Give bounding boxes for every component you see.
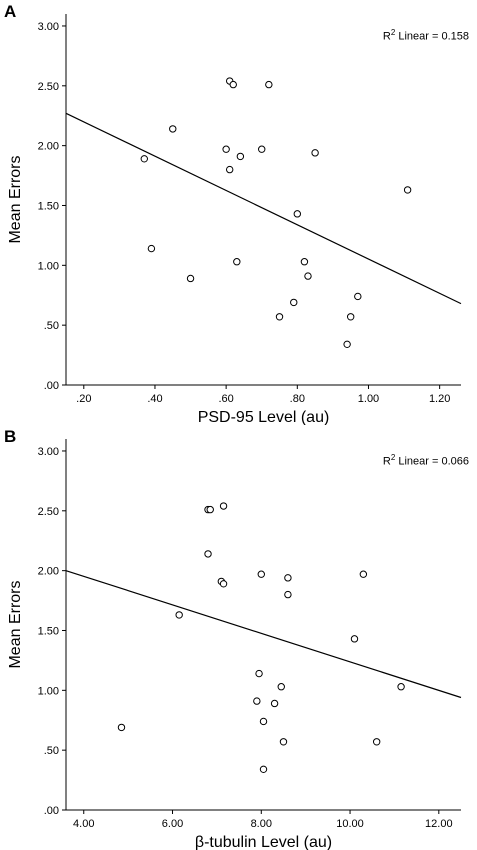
data-point [204,550,212,558]
data-point [277,683,285,691]
data-point [257,570,265,578]
data-point [236,152,245,161]
x-tick-label: .60 [218,393,233,405]
regression-line [65,112,462,305]
y-tick-label: 2.50 [38,81,59,93]
x-axis-title: PSD-95 Level (au) [198,409,330,425]
x-tick-label: 4.00 [73,818,94,830]
data-point [284,590,292,599]
data-point [255,669,263,678]
y-tick-label: 2.50 [38,506,59,518]
data-point [270,699,279,708]
y-tick-label: .00 [44,380,59,392]
x-tick-label: .20 [76,393,91,405]
data-point [253,697,261,705]
x-axis-title: β-tubulin Level (au) [195,834,332,850]
x-tick-label: .40 [147,393,162,405]
x-tick-label: .80 [290,393,305,405]
x-tick-label: 12.00 [425,818,453,830]
data-point [140,155,148,163]
y-tick-label: .50 [44,745,59,757]
data-point [275,313,284,321]
r2-annotation-b: R2 Linear = 0.066 [382,453,469,468]
x-tick-label: 10.00 [336,818,364,830]
data-point [206,505,214,514]
data-point [300,258,309,266]
regression-line [65,570,462,699]
y-tick-label: 2.00 [38,566,59,578]
x-tick-label: 8.00 [251,818,272,830]
chart-panel-a: .00 .50 1.00 1.50 2.00 2.50 3.00 .20 .40 .60 .80 1.… [4,2,469,425]
data-point [265,80,273,89]
data-point [372,738,381,746]
data-point [222,145,230,153]
data-point [359,570,368,578]
y-tick-label: 1.50 [38,625,59,637]
y-tick-label: 3.00 [38,446,59,458]
data-point [279,738,288,746]
data-point [346,313,355,321]
data-point [290,298,298,307]
y-tick-label: 2.00 [38,141,59,153]
y-tick-label: .50 [44,320,59,332]
data-point [225,165,234,174]
data-point [169,125,177,133]
data-point [186,274,195,283]
x-tick-label: 6.00 [162,818,183,830]
panel-label-b: B [4,427,17,446]
data-point [258,145,266,153]
x-tick-label: 1.20 [429,393,450,405]
data-point [219,580,228,588]
data-point [403,186,412,194]
data-point [284,574,292,582]
data-point [397,683,405,691]
data-point [229,80,237,89]
data-point [147,244,156,253]
y-tick-label: .00 [44,805,59,817]
y-tick-label: 1.50 [38,200,59,212]
data-point [219,502,228,510]
data-point [354,292,362,301]
data-point [350,635,359,643]
data-point [293,210,302,218]
data-point [117,723,126,732]
panel-label-a: A [4,2,17,21]
y-tick-label: 1.00 [38,260,59,272]
chart-panel-b: .00 .50 1.00 1.50 2.00 2.50 3.00 4.00 6.00 8.00 10… [0,425,477,850]
y-axis-title: Mean Errors [7,580,24,668]
y-tick-label: 3.00 [38,21,59,33]
data-point [343,340,351,349]
scatter-plot-a: .00 .50 1.00 1.50 2.00 2.50 3.00 .20 .40 .60 .80 1.… [7,14,462,425]
scatter-plot-b: .00 .50 1.00 1.50 2.00 2.50 3.00 4.00 6.00 8.00 10… [7,439,462,850]
y-tick-label: 1.00 [38,685,59,697]
y-axis-title: Mean Errors [7,155,24,243]
data-point [175,611,183,619]
data-point [304,272,312,280]
data-point [311,149,319,157]
x-tick-label: 1.00 [358,393,379,405]
r2-annotation-a: R2 Linear = 0.158 [382,28,469,43]
data-point [259,765,268,774]
data-point [233,258,241,266]
data-point [259,717,268,726]
